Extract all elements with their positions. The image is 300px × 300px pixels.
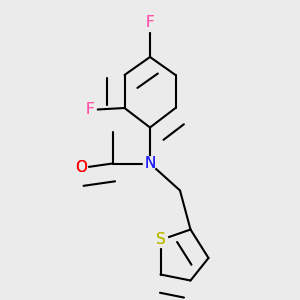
Circle shape [153, 232, 168, 247]
Circle shape [74, 161, 88, 175]
Text: N: N [144, 156, 156, 171]
Circle shape [84, 103, 96, 116]
Text: F: F [146, 15, 154, 30]
Text: S: S [156, 232, 165, 247]
Text: N: N [144, 156, 156, 171]
Text: O: O [75, 160, 87, 175]
Text: O: O [75, 160, 87, 175]
Text: F: F [85, 102, 94, 117]
Text: F: F [146, 15, 154, 30]
Circle shape [144, 20, 156, 32]
Text: F: F [85, 102, 94, 117]
Text: S: S [156, 232, 165, 247]
Circle shape [143, 157, 157, 170]
